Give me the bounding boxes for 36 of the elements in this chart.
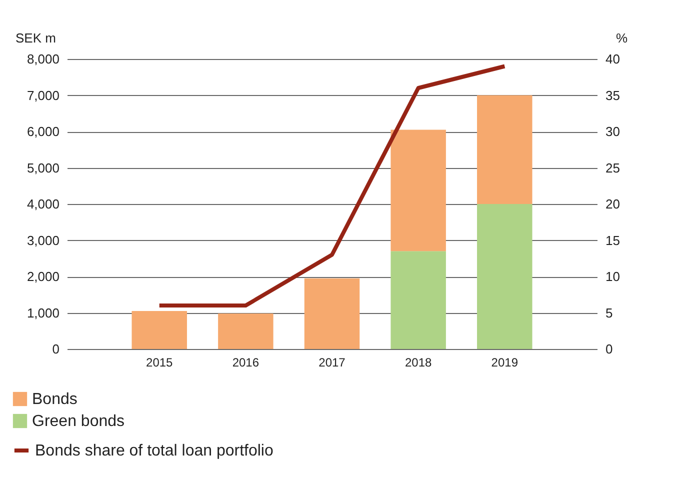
bar <box>132 310 187 349</box>
y2-tick-label: 35 <box>606 88 620 103</box>
y2-tick-label: 0 <box>606 342 613 356</box>
legend-label: Bonds <box>32 391 78 408</box>
y2-tick-label: 30 <box>606 124 620 139</box>
y-tick-label: 7,000 <box>26 88 60 103</box>
y2-tick-label: 15 <box>606 232 620 248</box>
y-tick-label: 8,000 <box>26 52 60 66</box>
bar <box>304 278 360 349</box>
bar <box>218 313 274 349</box>
y-tick-label: 6,000 <box>26 124 60 139</box>
bar <box>477 95 532 204</box>
x-tick-label: 2018 <box>404 356 432 370</box>
y-tick-label: 3,000 <box>26 232 60 248</box>
x-tick-label: 2019 <box>491 356 518 370</box>
y2-axis-title: % <box>616 30 628 46</box>
x-tick-label: 2017 <box>318 356 346 370</box>
y-axis-title: SEK m <box>16 30 56 46</box>
bar <box>390 251 446 349</box>
x-tick-label: 2016 <box>232 356 260 370</box>
y-tick-label: 5,000 <box>26 160 60 176</box>
y2-tick-label: 10 <box>606 269 620 284</box>
y2-tick-label: 20 <box>606 196 620 212</box>
y2-tick-label: 5 <box>606 305 613 320</box>
y2-tick-label: 40 <box>606 52 620 66</box>
y2-tick-label: 25 <box>606 160 620 176</box>
x-tick-label: 2015 <box>146 356 174 370</box>
legend-label: Green bonds <box>32 413 125 430</box>
y-tick-label: 2,000 <box>26 269 60 284</box>
y-tick-label: 1,000 <box>26 305 60 320</box>
legend-label: Bonds share of total loan portfolio <box>35 442 274 460</box>
y-tick-label: 4,000 <box>26 196 60 212</box>
line-series <box>157 64 507 308</box>
y-tick-label: 0 <box>52 342 60 356</box>
bar <box>477 204 532 349</box>
bar <box>390 130 446 252</box>
